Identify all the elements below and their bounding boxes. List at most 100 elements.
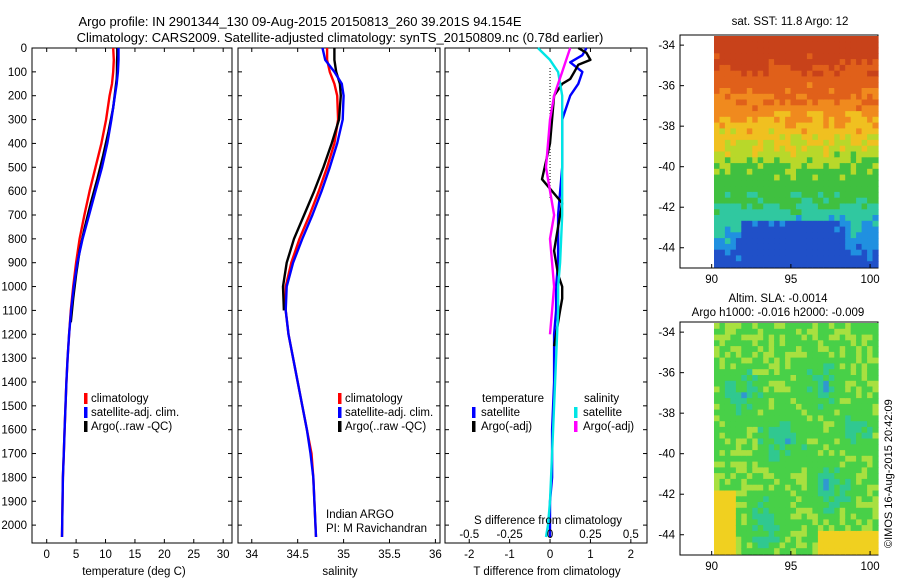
heatmap-cell [768, 398, 775, 405]
heatmap-cell [817, 484, 824, 492]
heatmap-cell [861, 151, 868, 158]
heatmap-cell [861, 513, 868, 520]
heatmap-cell [735, 369, 742, 376]
heatmap-cell [779, 548, 786, 555]
heatmap-cell [828, 139, 835, 147]
heatmap-cell [714, 59, 721, 66]
heatmap-cell [714, 238, 721, 245]
heatmap-cell [779, 513, 786, 520]
heatmap-cell [741, 139, 748, 147]
heatmap-cell [763, 380, 770, 388]
heatmap-cell [735, 99, 742, 106]
heatmap-cell [752, 415, 759, 422]
heatmap-cell [714, 139, 721, 147]
heatmap-cell [872, 64, 879, 72]
heatmap-cell [817, 363, 824, 370]
s-difference-label: S difference from climatology [474, 515, 622, 527]
heatmap-cell [828, 392, 835, 399]
heatmap-cell [779, 139, 786, 147]
heatmap-cell [801, 36, 808, 43]
heatmap-cell [801, 76, 808, 83]
heatmap-cell [796, 392, 803, 399]
heatmap-cell [779, 76, 786, 83]
heatmap-cell [801, 530, 808, 538]
heatmap-cell [828, 157, 835, 164]
heatmap-cell [861, 203, 868, 210]
heatmap-cell [746, 174, 753, 181]
heatmap-cell [719, 88, 726, 95]
heatmap-cell [839, 525, 846, 532]
heatmap-cell [757, 530, 764, 538]
heatmap-cell [796, 369, 803, 376]
y-tick-label: 100 [8, 67, 27, 79]
heatmap-cell [735, 157, 742, 164]
heatmap-cell [812, 513, 819, 520]
heatmap-cell [714, 421, 721, 428]
series-line [544, 47, 572, 335]
y-tick-label: 700 [8, 210, 27, 222]
heatmap-cell [850, 111, 857, 118]
heatmap-cell [746, 47, 753, 54]
heatmap-cell [774, 438, 781, 445]
heatmap-cell [730, 215, 737, 222]
heatmap-cell [724, 36, 731, 43]
heatmap-cell [796, 426, 803, 434]
heatmap-cell [763, 220, 770, 228]
heatmap-cell [763, 209, 770, 216]
heatmap-cell [806, 76, 813, 83]
heatmap-cell [730, 496, 737, 503]
heatmap-cell [796, 403, 803, 411]
heatmap-cell [768, 340, 775, 347]
heatmap-cell [801, 392, 808, 399]
heatmap-cell [768, 386, 775, 393]
heatmap-cell [856, 478, 863, 486]
heatmap-cell [730, 380, 737, 388]
heatmap-cell [812, 490, 819, 497]
heatmap-cell [746, 415, 753, 422]
heatmap-cell [746, 249, 753, 257]
heatmap-cell [839, 484, 846, 492]
heatmap-cell [867, 249, 874, 257]
heatmap-cell [845, 328, 852, 336]
heatmap-cell [867, 47, 874, 54]
heatmap-cell [752, 357, 759, 364]
heatmap-cell [801, 357, 808, 364]
heatmap-cell [806, 70, 813, 78]
heatmap-cell [719, 478, 726, 486]
heatmap-cell [867, 168, 874, 176]
heatmap-cell [714, 180, 721, 187]
legend-label: satellite [583, 407, 622, 419]
heatmap-cell [856, 145, 863, 153]
heatmap-cell [746, 232, 753, 239]
heatmap-cell [724, 70, 731, 78]
heatmap-cell [796, 525, 803, 532]
heatmap-cell [856, 519, 863, 526]
heatmap-cell [741, 513, 748, 520]
heatmap-cell [856, 47, 863, 54]
heatmap-cell [790, 186, 797, 193]
heatmap-cell [768, 232, 775, 239]
heatmap-cell [828, 215, 835, 222]
legend-swatch [574, 421, 578, 432]
heatmap-cell [735, 215, 742, 222]
heatmap-cell [763, 450, 770, 457]
heatmap-cell [763, 525, 770, 532]
heatmap-cell [757, 357, 764, 364]
heatmap-cell [812, 323, 819, 330]
heatmap-cell [839, 243, 846, 251]
heatmap-cell [801, 93, 808, 101]
heatmap-cell [845, 249, 852, 257]
heatmap-cell [806, 163, 813, 170]
heatmap-cell [817, 128, 824, 135]
heatmap-cell [790, 82, 797, 89]
heatmap-cell [856, 151, 863, 158]
heatmap-cell [806, 507, 813, 515]
heatmap-cell [834, 41, 841, 49]
heatmap-cell [828, 122, 835, 129]
heatmap-cell [746, 363, 753, 370]
heatmap-cell [806, 203, 813, 210]
heatmap-cell [856, 328, 863, 336]
heatmap-cell [763, 88, 770, 95]
heatmap-cell [828, 232, 835, 239]
heatmap-cell [752, 99, 759, 106]
